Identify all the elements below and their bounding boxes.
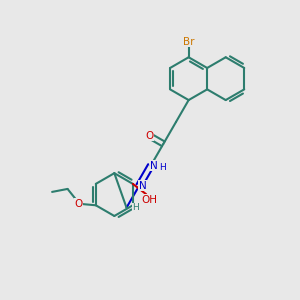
Text: O: O (145, 131, 153, 141)
Text: N: N (139, 181, 147, 191)
Text: H: H (132, 203, 139, 212)
Text: Br: Br (183, 37, 194, 46)
Text: H: H (159, 163, 166, 172)
Text: N: N (150, 161, 158, 171)
Text: OH: OH (141, 195, 157, 205)
Text: O: O (74, 199, 83, 209)
